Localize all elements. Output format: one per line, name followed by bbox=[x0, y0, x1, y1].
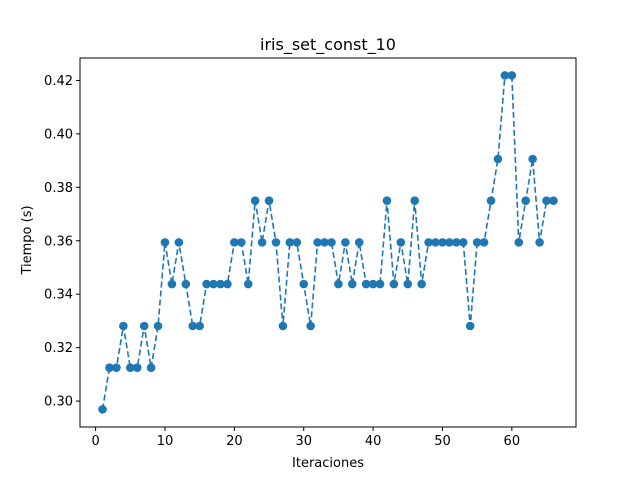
data-point bbox=[181, 279, 191, 289]
data-point bbox=[271, 238, 281, 247]
data-point bbox=[368, 279, 378, 289]
y-tick-label: 0.36 bbox=[44, 234, 73, 249]
data-point bbox=[202, 279, 211, 289]
y-tick-label: 0.30 bbox=[44, 395, 73, 410]
data-point bbox=[105, 363, 114, 372]
plot-area: 0 10 20 30 40 50 60 0.30 0.32 0.34 0.36 0.38 0.40 0.4… bbox=[44, 57, 577, 449]
data-point bbox=[424, 238, 433, 247]
data-point bbox=[382, 196, 392, 205]
y-tick-label: 0.42 bbox=[44, 74, 73, 89]
data-point bbox=[250, 196, 260, 205]
y-tick-label: 0.34 bbox=[44, 288, 73, 303]
data-point bbox=[195, 321, 204, 331]
data-point bbox=[528, 154, 537, 164]
data-point bbox=[306, 321, 315, 331]
data-point bbox=[264, 196, 274, 205]
data-point bbox=[361, 279, 371, 289]
data-point bbox=[403, 279, 413, 289]
data-point bbox=[112, 363, 121, 372]
data-point bbox=[243, 279, 253, 289]
data-point bbox=[236, 238, 246, 247]
data-point bbox=[230, 238, 239, 247]
data-point bbox=[389, 279, 399, 289]
chart-title: iris_set_const_10 bbox=[260, 35, 396, 55]
data-point bbox=[341, 238, 350, 247]
data-point bbox=[458, 238, 468, 247]
x-tick-label: 60 bbox=[504, 434, 521, 449]
data-point bbox=[119, 321, 128, 331]
data-point bbox=[257, 238, 267, 247]
data-point bbox=[396, 238, 406, 247]
data-point bbox=[334, 279, 343, 289]
data-point bbox=[209, 279, 218, 289]
data-point bbox=[216, 279, 225, 289]
y-axis-label: Tiempo (s) bbox=[20, 205, 35, 275]
data-point bbox=[493, 154, 503, 164]
data-point bbox=[438, 238, 447, 247]
data-point bbox=[132, 363, 142, 372]
data-point bbox=[521, 196, 531, 205]
data-point bbox=[313, 238, 322, 247]
data-point bbox=[472, 238, 482, 247]
y-tick-label: 0.32 bbox=[44, 341, 73, 356]
data-point bbox=[549, 196, 558, 205]
data-point bbox=[153, 321, 163, 331]
data-point bbox=[292, 238, 302, 247]
y-tick-label: 0.40 bbox=[44, 127, 73, 142]
data-point bbox=[98, 405, 107, 414]
data-point bbox=[174, 238, 184, 247]
data-point bbox=[507, 71, 517, 80]
data-point bbox=[188, 321, 198, 331]
axes-frame bbox=[79, 57, 577, 428]
data-point bbox=[417, 279, 426, 289]
data-point bbox=[347, 279, 357, 289]
data-point bbox=[160, 238, 170, 247]
x-tick-label: 0 bbox=[91, 434, 99, 449]
x-tick-label: 50 bbox=[434, 434, 451, 449]
x-axis-label: Iteraciones bbox=[292, 456, 364, 471]
data-point bbox=[479, 238, 489, 247]
data-point bbox=[146, 363, 156, 372]
x-tick-label: 40 bbox=[365, 434, 382, 449]
data-point bbox=[375, 279, 385, 289]
x-tick-label: 20 bbox=[226, 434, 243, 449]
data-point bbox=[486, 196, 496, 205]
data-point bbox=[354, 238, 364, 247]
data-point bbox=[167, 279, 177, 289]
data-point bbox=[327, 238, 336, 247]
data-point bbox=[285, 238, 295, 247]
data-point bbox=[542, 196, 551, 205]
data-point bbox=[223, 279, 232, 289]
data-point bbox=[514, 238, 524, 247]
x-tick-label: 30 bbox=[295, 434, 312, 449]
data-point bbox=[452, 238, 461, 247]
y-tick-label: 0.38 bbox=[44, 181, 73, 196]
data-point bbox=[445, 238, 454, 247]
data-point bbox=[139, 321, 149, 331]
data-point bbox=[278, 321, 288, 331]
data-point bbox=[431, 238, 440, 247]
data-point bbox=[465, 321, 475, 331]
data-point bbox=[320, 238, 329, 247]
data-point bbox=[410, 196, 420, 205]
data-point bbox=[535, 238, 544, 247]
x-tick-label: 10 bbox=[157, 434, 174, 449]
data-point bbox=[299, 279, 309, 289]
data-point bbox=[125, 363, 135, 372]
data-point bbox=[500, 71, 510, 80]
